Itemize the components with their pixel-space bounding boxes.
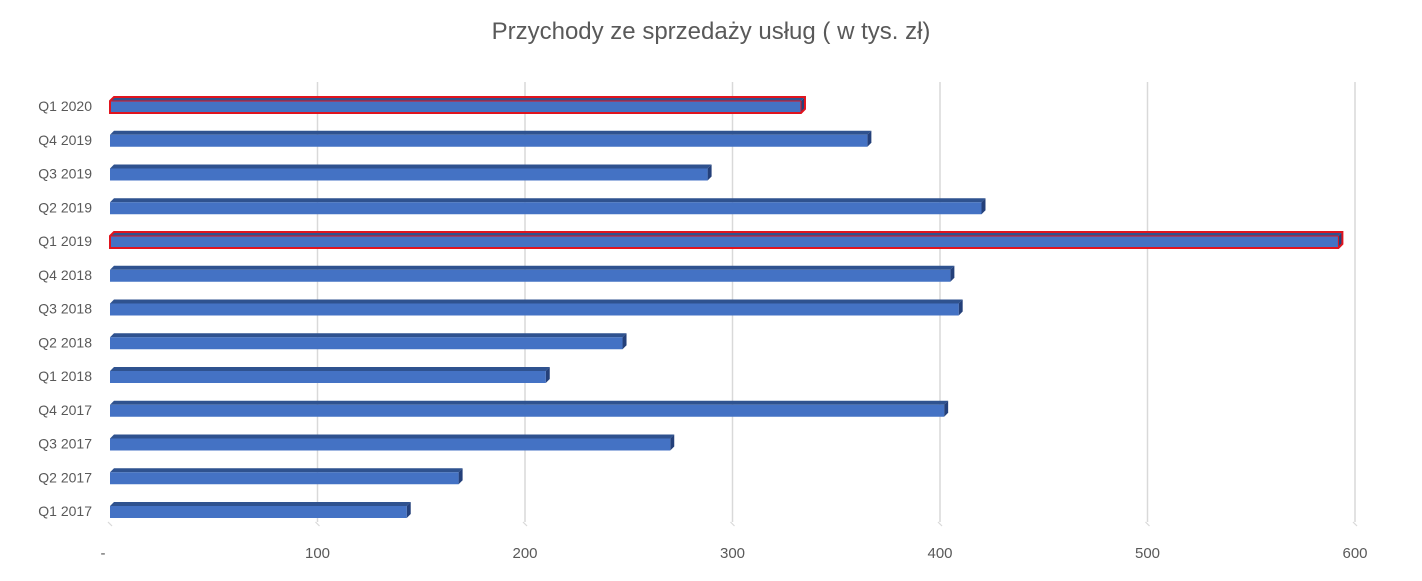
bar-front-face — [110, 371, 546, 383]
category-label: Q2 2017 — [38, 469, 92, 485]
gridline-foot — [730, 521, 735, 527]
bar-side-face — [545, 367, 550, 383]
bar-highlight-outline — [109, 231, 1344, 249]
bar — [110, 468, 463, 485]
bar-top-face — [110, 164, 712, 169]
bar-top-face — [110, 502, 411, 506]
gridline-foot — [522, 521, 528, 527]
bar — [110, 164, 712, 181]
bar-top-face — [110, 130, 872, 135]
bar-front-face — [110, 269, 951, 282]
bar-top-face — [110, 434, 675, 439]
x-tick-label: 600 — [1342, 545, 1367, 562]
bar — [110, 434, 675, 451]
bar-side-face — [950, 265, 955, 282]
bar-side-face — [670, 434, 675, 451]
bar-front-face — [110, 303, 959, 316]
bar-side-face — [622, 333, 627, 350]
category-label: Q2 2018 — [38, 334, 92, 350]
bar-front-face — [110, 101, 801, 113]
bar-front-face — [110, 134, 868, 147]
bar — [109, 231, 1344, 249]
bar — [110, 367, 550, 383]
x-tick-label: 100 — [305, 545, 330, 562]
bar — [110, 299, 963, 316]
bar-front-face — [110, 236, 1339, 248]
bar-front-face — [110, 202, 982, 215]
bar — [109, 96, 806, 114]
gridline-foot — [1145, 521, 1150, 527]
category-labels: Q1 2020 Q4 2019 Q3 2019 Q2 2019 Q1 2019 Q4 20… — [38, 98, 92, 519]
bar — [110, 333, 627, 350]
bar-side-face — [867, 130, 872, 147]
category-label: Q4 2018 — [38, 267, 92, 283]
bar-side-face — [406, 502, 411, 518]
x-tick-label: 400 — [927, 545, 952, 562]
gridline-foot — [315, 521, 320, 527]
category-label: Q1 2019 — [38, 233, 92, 249]
category-label: Q3 2018 — [38, 301, 92, 317]
bar-side-face — [981, 198, 986, 215]
x-axis-ticks: - 100 200 300 400 500 600 — [101, 545, 1368, 562]
bars — [109, 96, 1344, 518]
category-label: Q1 2017 — [38, 503, 92, 519]
bar-top-face — [110, 265, 955, 270]
category-label: Q4 2017 — [38, 402, 92, 418]
bar-front-face — [110, 438, 671, 451]
bar — [110, 265, 955, 282]
bar-front-face — [110, 404, 945, 417]
gridline-foot — [937, 521, 943, 527]
category-label: Q1 2020 — [38, 98, 92, 114]
bar-side-face — [458, 468, 463, 485]
bar-front-face — [110, 506, 407, 518]
bar-highlight-outline — [109, 96, 806, 114]
bar-front-face — [110, 337, 623, 350]
gridline-foot — [1352, 521, 1358, 527]
bar-top-face — [110, 468, 463, 473]
bar-top-face — [110, 198, 986, 203]
bar-top-face — [110, 400, 949, 405]
x-tick-label: - — [101, 545, 106, 562]
bar-side-face — [958, 299, 963, 316]
bar — [110, 502, 411, 518]
bar-front-face — [110, 472, 459, 485]
bar-top-face — [110, 367, 550, 371]
chart-title: Przychody ze sprzedaży usług ( w tys. zł… — [491, 18, 931, 45]
category-label: Q1 2018 — [38, 368, 92, 384]
bar-top-face — [110, 333, 627, 338]
bar-side-face — [707, 164, 712, 181]
category-label: Q3 2019 — [38, 166, 92, 182]
category-label: Q4 2019 — [38, 132, 92, 148]
bar — [110, 400, 949, 417]
x-tick-label: 500 — [1135, 545, 1160, 562]
category-label: Q3 2017 — [38, 436, 92, 452]
bar — [110, 130, 872, 147]
bar-top-face — [110, 299, 963, 304]
bar-front-face — [110, 168, 708, 181]
bar-side-face — [944, 400, 949, 417]
category-label: Q2 2019 — [38, 199, 92, 215]
gridline-foot — [107, 521, 113, 527]
x-tick-label: 200 — [512, 545, 537, 562]
x-tick-label: 300 — [720, 545, 745, 562]
bar — [110, 198, 986, 215]
